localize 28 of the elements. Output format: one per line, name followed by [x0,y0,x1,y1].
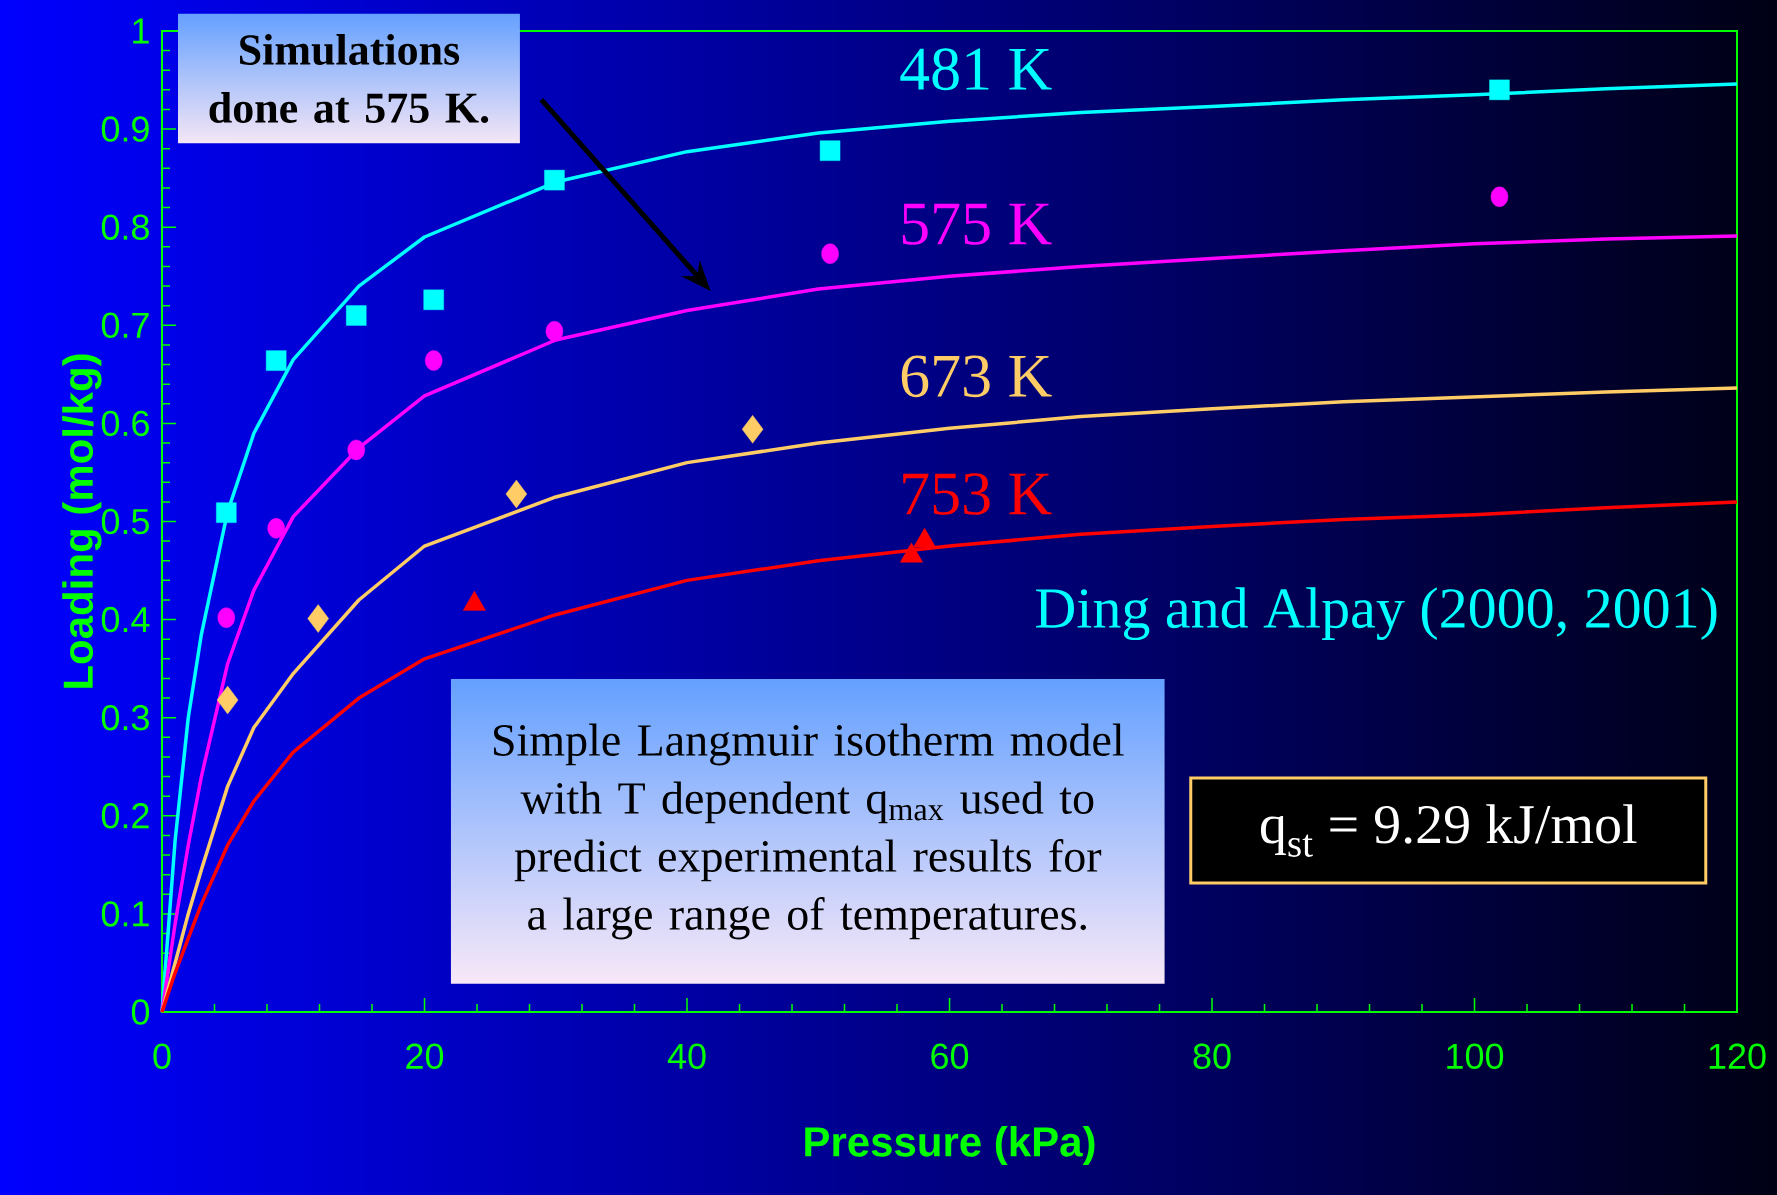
y-tick-label: 0.3 [101,704,149,731]
x-tick-label: 20 [406,1043,444,1070]
y-tick-label: 0.1 [101,901,149,927]
annotation: Ding and Alpay (2000, 2001) [1036,587,1717,641]
y-tick-label: 0.2 [101,803,149,829]
y-tick-label: 0.6 [101,410,149,437]
y-tick-label: 0.5 [101,508,149,535]
y-tick-label: 0.9 [101,116,149,142]
annotation: Simulations done at 575 K. [209,33,489,124]
y-tick-label: 0.8 [101,214,149,240]
y-tick-label: 0.4 [101,606,150,633]
y-tick-label: 0 [131,999,150,1025]
series-label: 673 K [901,355,1052,398]
annotation: q$_{st}$ = 9.29 kJ/mol [1260,804,1637,857]
annotation: Simple Langmuir isotherm model with T dependent q$_{max}$ used to predict experimental results for a large range of temperatures. [493,723,1124,940]
series-label: 575 K [902,203,1052,245]
y-tick-label: 1 [133,18,149,44]
y-tick-label: 0.7 [101,312,149,339]
x-tick-label: 100 [1447,1043,1504,1070]
x-tick-label: 40 [667,1043,706,1070]
x-axis-title: Pressure (kPa) [805,1125,1095,1166]
x-tick-label: 120 [1709,1043,1766,1070]
series-label: 481 K [900,48,1052,91]
series-label: 753 K [903,473,1052,515]
x-tick-label: 0 [153,1043,171,1070]
x-tick-label: 80 [1193,1043,1231,1070]
x-tick-label: 60 [931,1043,969,1070]
y-axis-title: Loading (mol/kg) [62,354,102,688]
